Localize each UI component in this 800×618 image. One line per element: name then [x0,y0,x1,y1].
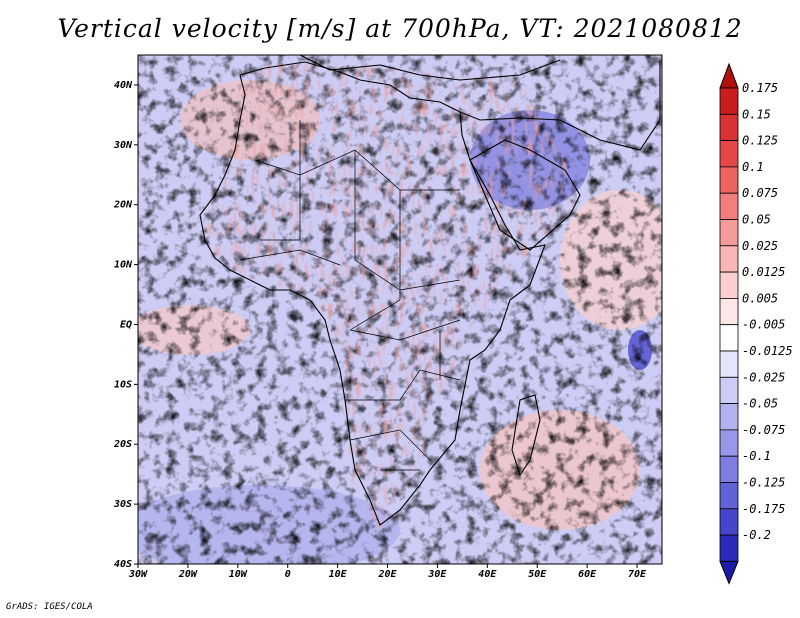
colorbar-swatch [719,324,739,352]
x-tick-label: 50E [528,569,547,580]
colorbar-swatch [719,403,739,431]
colorbar-swatch [719,87,739,115]
y-tick-label: EQ [120,319,132,330]
x-tick-label: 10W [229,569,248,580]
colorbar-top-arrow [719,62,739,89]
colorbar-label: -0.025 [742,370,785,384]
map-title: Vertical velocity [m/s] at 700hPa, VT: 2… [57,14,743,43]
colorbar-bottom-arrow [719,560,739,585]
y-tick-label: 10N [114,260,133,271]
colorbar-label: -0.125 [742,476,785,490]
y-tick-label: 20N [113,200,133,211]
colorbar-label: 0.175 [742,81,778,95]
colorbar-label: 0.005 [742,291,778,305]
x-axis-ticks: 30W 20W 10W 0 10E 20E 30E 40E 50E 60E 70E [128,564,647,580]
colorbar-swatch [719,219,739,247]
colorbar-label: -0.075 [742,423,785,437]
y-axis-ticks: 40N 30N 20N 10N EQ 10S 20S 30S 40S [113,80,138,570]
x-tick-label: 30W [128,569,148,580]
colorbar-label: -0.175 [742,502,785,516]
x-tick-label: 20W [178,569,198,580]
x-tick-label: 10E [329,569,348,580]
y-tick-label: 40S [114,559,132,570]
colorbar-label: 0.125 [742,134,778,148]
colorbar-label: -0.05 [742,397,778,411]
colorbar-label: -0.2 [742,528,771,542]
colorbar-swatch [719,350,739,378]
colorbar: 0.175 0.15 0.125 0.1 0.075 0.05 0.025 0.0125 0.0… [719,62,793,585]
colorbar-label: -0.005 [742,318,785,332]
coastline [199,55,661,526]
colorbar-label: 0.075 [742,186,778,200]
colorbar-label: 0.05 [742,213,771,227]
credit-text: GrADS: IGES/COLA [6,602,93,612]
colorbar-label: 0.0125 [742,265,785,279]
colorbar-swatch [719,482,739,510]
colorbar-label: -0.0125 [742,344,793,358]
colorbar-swatch [719,508,739,536]
y-tick-label: 20S [113,439,132,450]
colorbar-swatch [719,245,739,273]
x-tick-label: 70E [628,569,647,580]
velocity-field [138,55,662,564]
colorbar-swatch [719,113,739,142]
colorbar-swatch [719,297,739,326]
colorbar-label: 0.025 [742,239,778,253]
plot-frame [137,54,663,565]
colorbar-swatch [719,166,739,194]
y-tick-label: 30N [113,140,133,151]
colorbar-swatch [719,534,739,562]
colorbar-swatch [719,429,739,457]
x-tick-label: 30E [427,569,447,580]
colorbar-label: 0.15 [742,107,771,121]
country-borders [239,120,461,471]
colorbar-swatch [719,271,739,299]
colorbar-label: -0.1 [742,449,771,463]
colorbar-swatch [719,192,739,220]
x-tick-label: 60E [578,569,597,580]
colorbar-swatch [719,376,739,404]
x-tick-label: 0 [285,569,291,580]
x-tick-label: 40E [478,569,497,580]
y-tick-label: 30S [113,499,132,510]
colorbar-label: 0.1 [742,160,764,174]
y-tick-label: 40N [114,80,133,91]
x-tick-label: 20E [377,569,397,580]
colorbar-swatch [719,140,739,168]
y-tick-label: 10S [114,379,132,390]
colorbar-swatch [719,455,739,483]
